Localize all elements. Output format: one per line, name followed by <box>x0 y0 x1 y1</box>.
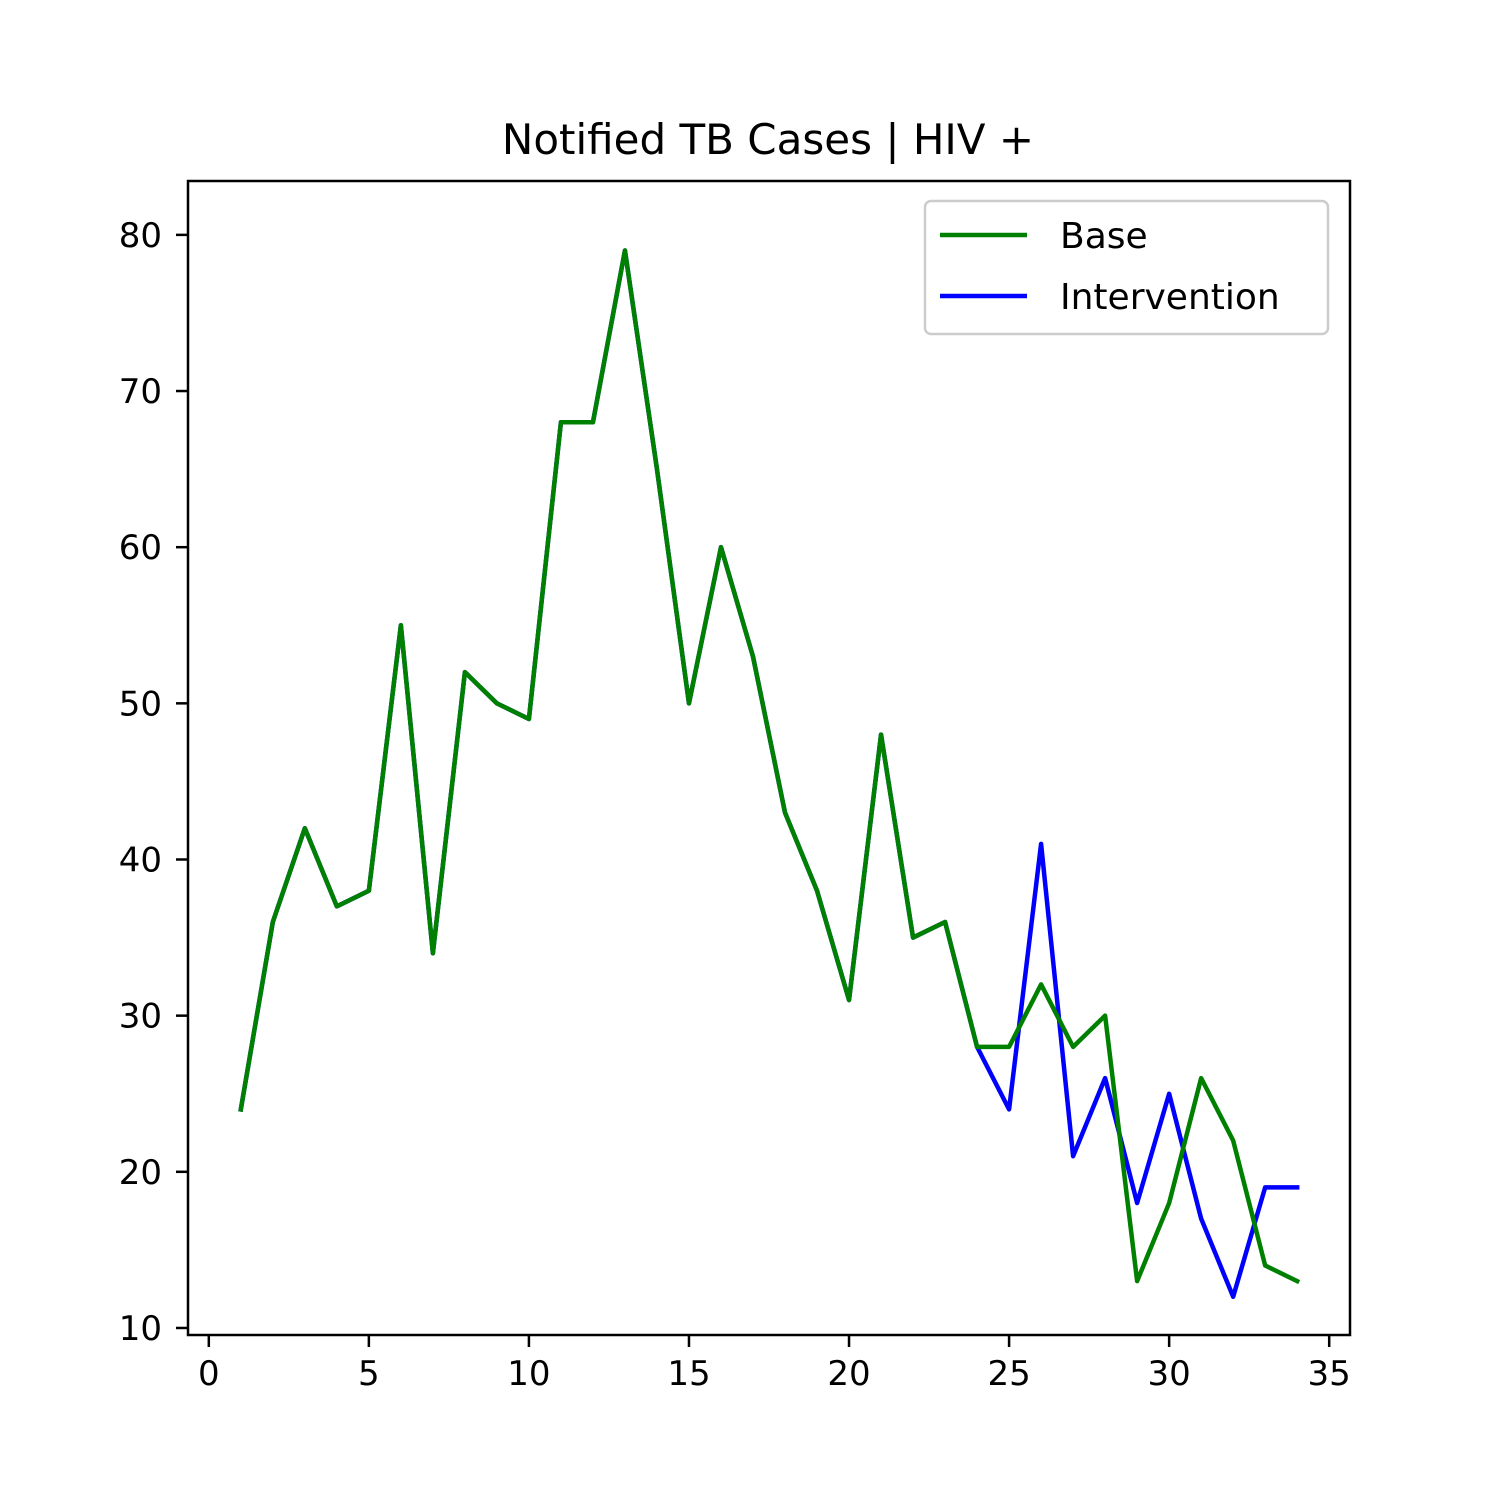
y-tick-label: 50 <box>119 684 162 724</box>
x-tick-label: 20 <box>827 1354 870 1394</box>
series-line-base <box>238 248 1301 1285</box>
y-tick-label: 20 <box>119 1153 162 1193</box>
x-tick-label: 5 <box>358 1354 380 1394</box>
x-tick-label: 25 <box>987 1354 1030 1394</box>
x-tick-label: 15 <box>667 1354 710 1394</box>
y-tick-label: 80 <box>119 216 162 256</box>
y-tick-label: 10 <box>119 1309 162 1349</box>
legend-label-base: Base <box>1060 216 1148 257</box>
chart-title: Notified TB Cases | HIV + <box>502 115 1034 164</box>
x-tick-label: 0 <box>198 1354 220 1394</box>
legend-label-intervention: Intervention <box>1060 277 1280 318</box>
plot-frame <box>186 179 1352 1337</box>
x-axis: 0 5 10 15 20 25 30 35 <box>198 1335 1351 1394</box>
x-tick-label: 35 <box>1308 1354 1351 1394</box>
y-tick-label: 60 <box>119 528 162 568</box>
x-tick-label: 10 <box>507 1354 550 1394</box>
y-tick-label: 30 <box>119 997 162 1037</box>
y-axis: 10 20 30 40 50 60 70 80 <box>119 216 188 1349</box>
y-tick-label: 70 <box>119 372 162 412</box>
legend: Base Intervention <box>923 199 1330 336</box>
plot-lines <box>238 248 1301 1299</box>
y-tick-label: 40 <box>119 841 162 881</box>
x-tick-label: 30 <box>1148 1354 1191 1394</box>
